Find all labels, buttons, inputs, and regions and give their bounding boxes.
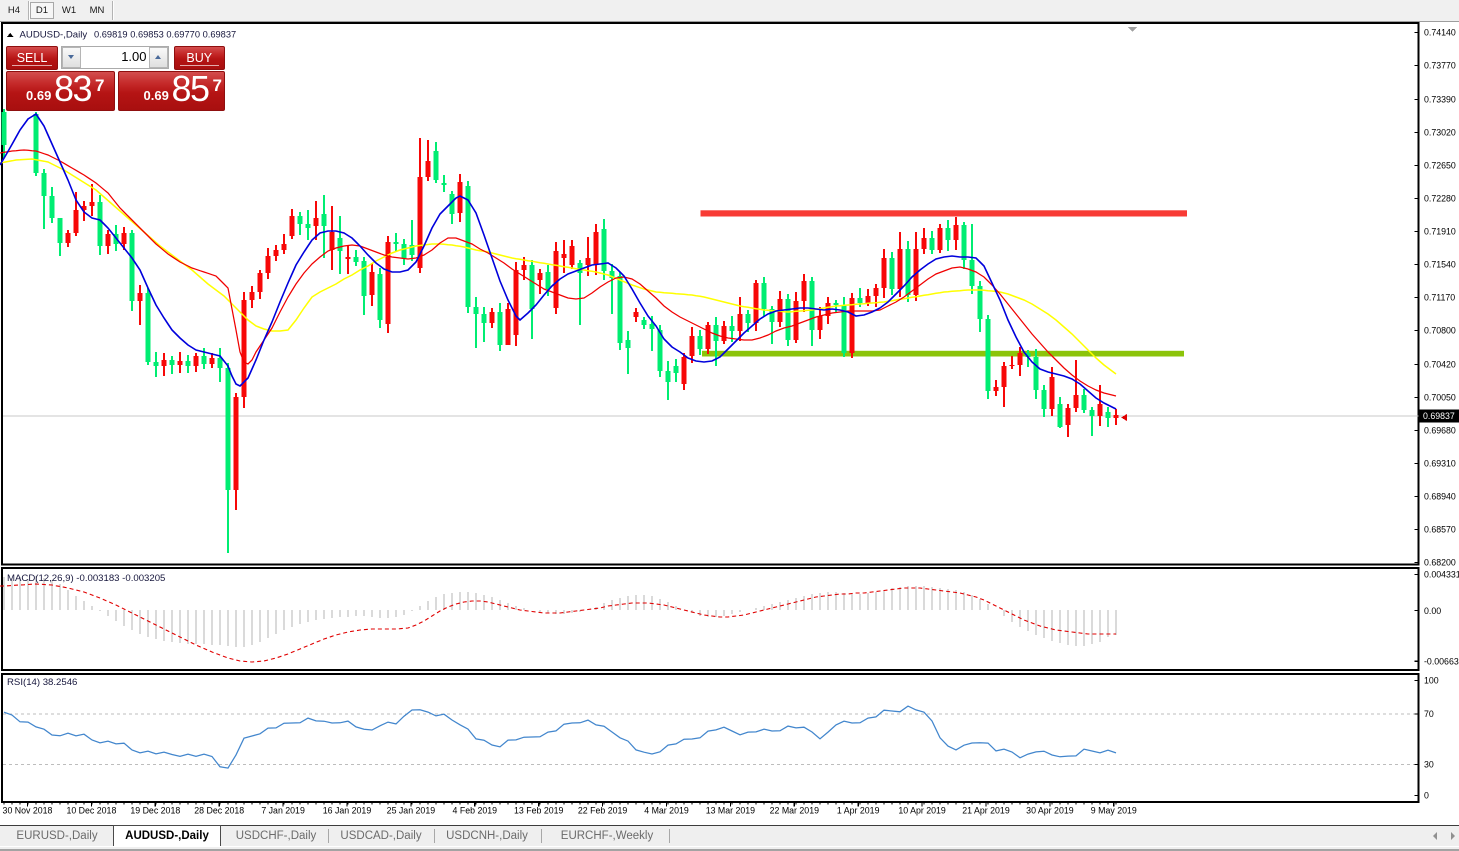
svg-text:AUDUSD-,Daily: AUDUSD-,Daily xyxy=(20,30,88,41)
svg-text:-0.006637: -0.006637 xyxy=(1424,656,1459,666)
svg-text:13 Mar 2019: 13 Mar 2019 xyxy=(706,806,755,816)
svg-text:0.74140: 0.74140 xyxy=(1424,28,1456,38)
svg-text:22 Mar 2019: 22 Mar 2019 xyxy=(770,806,819,816)
svg-text:16 Jan 2019: 16 Jan 2019 xyxy=(323,806,372,816)
svg-text:13 Feb 2019: 13 Feb 2019 xyxy=(514,806,564,816)
svg-text:10 Dec 2018: 10 Dec 2018 xyxy=(66,806,116,816)
svg-text:21 Apr 2019: 21 Apr 2019 xyxy=(962,806,1010,816)
svg-text:MACD(12,26,9) -0.003183 -0.003: MACD(12,26,9) -0.003183 -0.003205 xyxy=(7,573,165,584)
svg-text:7 Jan 2019: 7 Jan 2019 xyxy=(261,806,305,816)
svg-text:0.00: 0.00 xyxy=(1424,606,1441,616)
svg-text:22 Feb 2019: 22 Feb 2019 xyxy=(578,806,628,816)
svg-text:0.70050: 0.70050 xyxy=(1424,393,1456,403)
svg-text:0.68570: 0.68570 xyxy=(1424,525,1456,535)
svg-text:0.71540: 0.71540 xyxy=(1424,260,1456,270)
svg-text:10 Apr 2019: 10 Apr 2019 xyxy=(898,806,946,816)
svg-text:0.68200: 0.68200 xyxy=(1424,558,1456,568)
svg-text:0.70800: 0.70800 xyxy=(1424,326,1456,336)
svg-text:RSI(14) 38.2546: RSI(14) 38.2546 xyxy=(7,677,77,688)
svg-text:0.69310: 0.69310 xyxy=(1424,459,1456,469)
svg-text:0.69837: 0.69837 xyxy=(1423,411,1455,421)
svg-text:0.73390: 0.73390 xyxy=(1424,95,1456,105)
svg-text:0.69819 0.69853 0.69770 0.6983: 0.69819 0.69853 0.69770 0.69837 xyxy=(94,30,236,40)
svg-text:30 Apr 2019: 30 Apr 2019 xyxy=(1026,806,1074,816)
svg-text:19 Dec 2018: 19 Dec 2018 xyxy=(130,806,180,816)
svg-text:4 Feb 2019: 4 Feb 2019 xyxy=(453,806,498,816)
svg-text:25 Jan 2019: 25 Jan 2019 xyxy=(387,806,436,816)
svg-text:4 Mar 2019: 4 Mar 2019 xyxy=(644,806,689,816)
svg-text:0.71170: 0.71170 xyxy=(1424,293,1455,303)
svg-text:0.71910: 0.71910 xyxy=(1424,227,1456,237)
svg-text:0.68940: 0.68940 xyxy=(1424,492,1456,502)
svg-text:0.70420: 0.70420 xyxy=(1424,360,1456,370)
svg-text:30: 30 xyxy=(1424,760,1434,770)
svg-text:1 Apr 2019: 1 Apr 2019 xyxy=(837,806,880,816)
svg-text:0.73020: 0.73020 xyxy=(1424,128,1456,138)
svg-text:0.69680: 0.69680 xyxy=(1424,426,1456,436)
svg-text:0.73770: 0.73770 xyxy=(1424,61,1456,71)
svg-text:0.72650: 0.72650 xyxy=(1424,161,1456,171)
svg-text:9 May 2019: 9 May 2019 xyxy=(1091,806,1137,816)
svg-text:0.72280: 0.72280 xyxy=(1424,194,1456,204)
svg-text:30 Nov 2018: 30 Nov 2018 xyxy=(3,806,53,816)
svg-text:0.004331: 0.004331 xyxy=(1424,570,1459,580)
svg-text:0: 0 xyxy=(1424,791,1429,801)
svg-text:28 Dec 2018: 28 Dec 2018 xyxy=(194,806,244,816)
svg-text:70: 70 xyxy=(1424,709,1434,719)
svg-text:100: 100 xyxy=(1424,676,1439,686)
